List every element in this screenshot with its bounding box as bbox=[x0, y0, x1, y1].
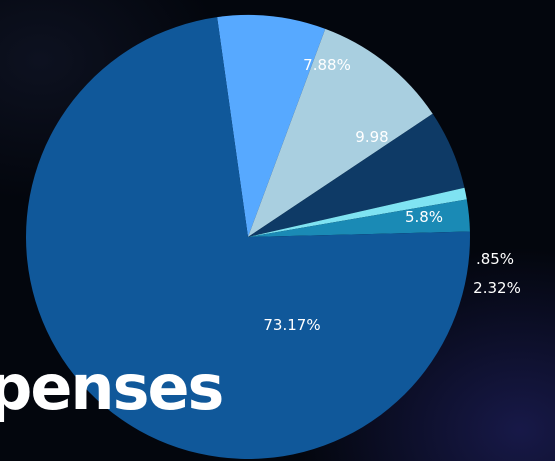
slice-label-0: 7.88% bbox=[303, 56, 351, 74]
slice-label-1: 9.98 bbox=[355, 128, 388, 146]
pie-slice-4 bbox=[248, 199, 470, 237]
pie-slice-3 bbox=[248, 187, 467, 237]
slice-label-4: 2.32% bbox=[473, 279, 521, 297]
pie-slice-0 bbox=[217, 14, 326, 237]
pie-slice-2 bbox=[248, 113, 465, 237]
slice-label-3: .85% bbox=[476, 250, 514, 268]
slice-label-5: 73.17% bbox=[263, 316, 320, 334]
pie-slice-1 bbox=[248, 28, 433, 237]
slice-label-2: 5.8% bbox=[405, 208, 443, 226]
chart-title: penses bbox=[0, 351, 224, 424]
pie-slice-5 bbox=[25, 17, 470, 459]
